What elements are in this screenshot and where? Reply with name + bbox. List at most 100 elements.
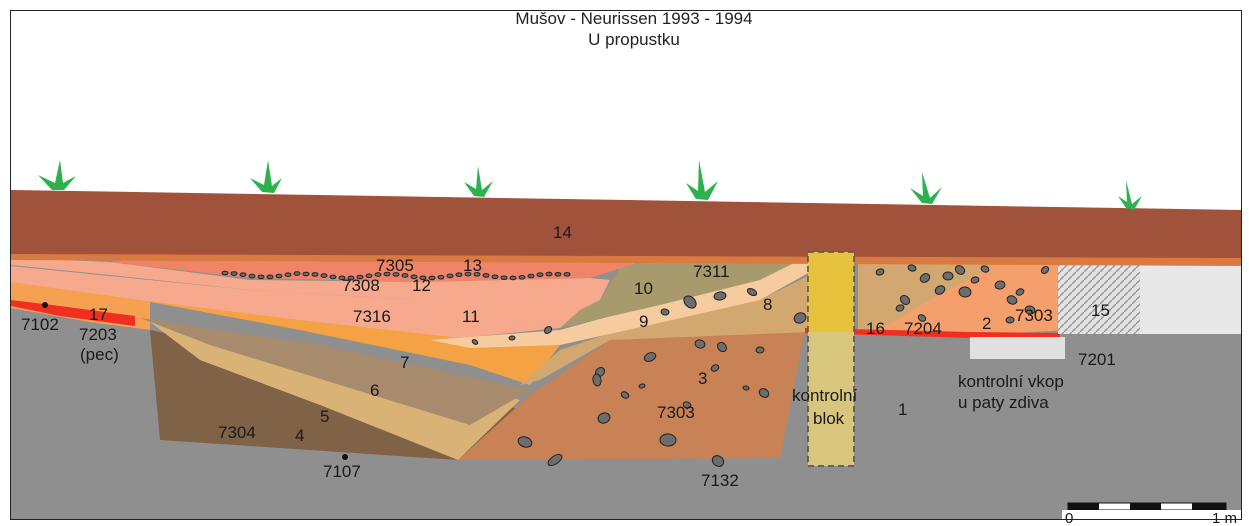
burnt-layer-7203 (11, 300, 135, 326)
layer-5 (150, 322, 520, 460)
pebble (383, 271, 391, 277)
label-7303-center: 7303 (657, 403, 695, 422)
pebble (374, 272, 382, 277)
label-17: 17 (89, 305, 108, 324)
label-14: 14 (553, 223, 572, 242)
label-15: 15 (1091, 301, 1110, 320)
label-7316: 7316 (353, 307, 391, 326)
stone (597, 412, 611, 424)
layer-8 (520, 275, 810, 385)
pebble (527, 273, 535, 279)
pebble (419, 275, 427, 281)
point-7107 (342, 454, 348, 460)
pebble (482, 273, 490, 278)
scale-start: 0 (1065, 510, 1073, 526)
label-7304: 7304 (218, 423, 256, 442)
label-kontrolni-vkop: kontrolní vkop (958, 372, 1064, 391)
stones (221, 264, 1050, 467)
stone (713, 291, 727, 301)
pebble (428, 275, 436, 281)
stone (547, 453, 563, 467)
layer-11-lower (11, 266, 600, 338)
pebble (491, 274, 499, 280)
stone (620, 391, 630, 399)
stone (543, 326, 553, 334)
pebble (500, 275, 508, 281)
pebble (311, 272, 319, 277)
stone (710, 364, 720, 372)
pebble (257, 274, 265, 280)
title-line-1: Mušov - Neurissen 1993 - 1994 (515, 9, 753, 28)
pebble (509, 275, 517, 281)
stone (742, 385, 750, 391)
stone (758, 388, 770, 398)
stone (682, 401, 692, 409)
stone (1015, 288, 1025, 296)
control-block-border (807, 251, 855, 467)
stone (954, 265, 966, 275)
stone (875, 268, 885, 276)
label-7203: 7203 (79, 325, 117, 344)
grass-tuft-2 (250, 160, 282, 193)
pebble (473, 272, 481, 277)
stone (899, 295, 911, 305)
layer-7 (11, 290, 560, 385)
stone (683, 295, 697, 309)
layer-11 (11, 258, 610, 310)
label-7303-right: 7303 (1015, 306, 1053, 325)
grass-tuft-6 (1118, 180, 1142, 210)
pebble (293, 271, 301, 276)
grass-tuft-1 (38, 160, 76, 190)
stone (643, 352, 657, 362)
pebble (401, 273, 409, 278)
pebble (554, 271, 562, 277)
pebble (356, 274, 364, 280)
label-kontrolni: kontrolní (792, 386, 857, 405)
pebble (518, 274, 526, 280)
label-3: 3 (698, 369, 707, 388)
pebble (347, 275, 355, 281)
label-11: 11 (462, 307, 480, 326)
stone (755, 346, 765, 354)
layer-10 (560, 256, 808, 328)
kontrolni-vkop (970, 337, 1065, 359)
pebble (266, 274, 274, 280)
label-9: 9 (639, 312, 648, 331)
stone (1040, 266, 1050, 274)
pebble (464, 271, 472, 277)
grass-tuft-5 (910, 172, 942, 204)
label-12: 12 (412, 276, 431, 295)
stone (958, 286, 972, 298)
stone (942, 271, 954, 281)
stone (1006, 295, 1018, 305)
pebble (221, 270, 229, 276)
label-10: 10 (634, 279, 653, 298)
pebble (563, 271, 571, 277)
burnt-layer-7204 (805, 328, 1060, 338)
stone (471, 339, 479, 345)
label-blok: blok (813, 409, 845, 428)
pebble (320, 273, 328, 278)
label-pec: (pec) (80, 345, 119, 364)
pebble (329, 274, 337, 280)
stone (717, 341, 727, 353)
label-7204: 7204 (904, 319, 942, 338)
label-7132: 7132 (701, 471, 739, 490)
pebble (365, 273, 373, 279)
grass-tuft-4 (686, 160, 718, 200)
stone (711, 455, 725, 467)
label-4: 4 (295, 426, 304, 445)
stone (917, 314, 927, 322)
pebble (455, 272, 463, 277)
label-5: 5 (320, 407, 329, 426)
stone (980, 265, 990, 273)
title-line-2: U propustku (588, 30, 680, 49)
label-7311: 7311 (693, 262, 730, 281)
pebble (536, 272, 544, 278)
pebble (230, 271, 238, 276)
stone (517, 436, 533, 448)
label-16: 16 (866, 319, 885, 338)
topsoil-layer-14 (11, 190, 1242, 262)
stone (660, 308, 670, 316)
